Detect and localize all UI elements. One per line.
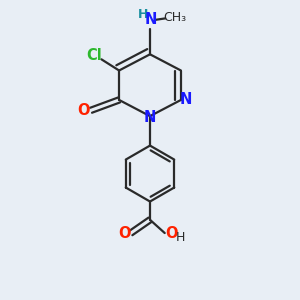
Text: O: O [165, 226, 178, 241]
Text: N: N [143, 110, 156, 124]
Text: H: H [176, 231, 186, 244]
Text: N: N [180, 92, 192, 107]
Text: H: H [137, 8, 148, 21]
Text: O: O [77, 103, 90, 118]
Text: CH₃: CH₃ [164, 11, 187, 24]
Text: Cl: Cl [86, 48, 102, 63]
Text: O: O [118, 226, 130, 241]
Text: N: N [145, 12, 157, 27]
